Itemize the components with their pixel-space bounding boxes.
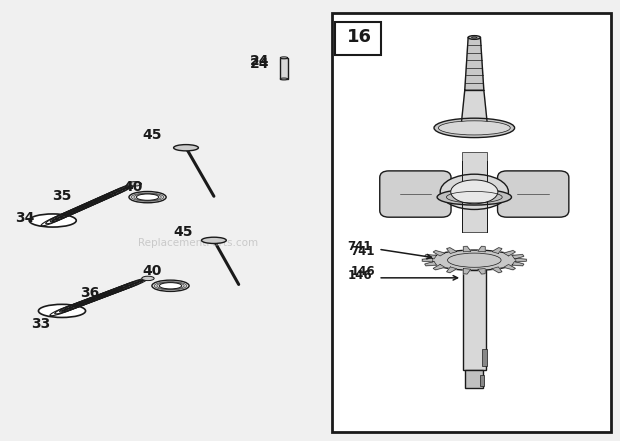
Polygon shape bbox=[463, 247, 471, 252]
Bar bbox=[332, 13, 611, 432]
Ellipse shape bbox=[451, 180, 498, 204]
Text: 33: 33 bbox=[30, 317, 50, 331]
Ellipse shape bbox=[437, 189, 511, 205]
Ellipse shape bbox=[280, 57, 288, 59]
Ellipse shape bbox=[129, 182, 141, 186]
Bar bbox=[480, 375, 484, 386]
Text: ReplacementParts.com: ReplacementParts.com bbox=[138, 238, 259, 247]
Ellipse shape bbox=[136, 194, 159, 200]
Text: 146: 146 bbox=[347, 269, 372, 282]
Polygon shape bbox=[461, 90, 488, 130]
FancyBboxPatch shape bbox=[379, 171, 451, 217]
Text: 146: 146 bbox=[350, 265, 375, 278]
Ellipse shape bbox=[468, 36, 481, 39]
Bar bbox=[466, 370, 483, 388]
Ellipse shape bbox=[152, 280, 189, 292]
Polygon shape bbox=[478, 247, 485, 252]
Polygon shape bbox=[503, 250, 515, 256]
Polygon shape bbox=[446, 248, 457, 254]
Text: 45: 45 bbox=[173, 224, 193, 239]
Text: 16: 16 bbox=[347, 29, 372, 46]
Polygon shape bbox=[512, 262, 524, 266]
Polygon shape bbox=[422, 258, 433, 262]
Text: 24: 24 bbox=[249, 57, 269, 71]
Polygon shape bbox=[463, 269, 471, 274]
Text: 741: 741 bbox=[347, 240, 372, 254]
Polygon shape bbox=[492, 248, 502, 254]
Ellipse shape bbox=[280, 78, 288, 80]
Polygon shape bbox=[433, 250, 445, 256]
Ellipse shape bbox=[142, 276, 154, 280]
Polygon shape bbox=[446, 267, 457, 273]
Polygon shape bbox=[516, 258, 526, 262]
Text: 34: 34 bbox=[15, 211, 35, 225]
Polygon shape bbox=[425, 262, 436, 266]
Polygon shape bbox=[465, 37, 484, 90]
Ellipse shape bbox=[38, 304, 86, 318]
Ellipse shape bbox=[430, 250, 519, 270]
Ellipse shape bbox=[438, 121, 510, 135]
Text: 40: 40 bbox=[123, 180, 143, 194]
Polygon shape bbox=[478, 269, 485, 274]
Polygon shape bbox=[503, 265, 515, 270]
Ellipse shape bbox=[472, 37, 477, 38]
Ellipse shape bbox=[434, 118, 515, 138]
Text: 45: 45 bbox=[142, 127, 162, 142]
Text: 40: 40 bbox=[142, 264, 162, 278]
Bar bbox=[280, 58, 288, 79]
Polygon shape bbox=[492, 267, 502, 273]
Text: 35: 35 bbox=[52, 189, 72, 203]
Ellipse shape bbox=[129, 191, 166, 203]
Text: 24: 24 bbox=[249, 54, 269, 68]
Text: 741: 741 bbox=[350, 245, 375, 258]
Ellipse shape bbox=[174, 145, 198, 151]
Polygon shape bbox=[512, 254, 524, 259]
Ellipse shape bbox=[29, 214, 76, 227]
Polygon shape bbox=[433, 265, 445, 270]
Bar bbox=[482, 349, 487, 366]
Bar bbox=[463, 270, 486, 370]
Ellipse shape bbox=[440, 174, 508, 209]
Bar bbox=[335, 22, 381, 55]
Text: 36: 36 bbox=[80, 286, 100, 300]
Polygon shape bbox=[425, 254, 436, 259]
Ellipse shape bbox=[202, 237, 226, 243]
FancyBboxPatch shape bbox=[497, 171, 569, 217]
Bar bbox=[462, 152, 487, 232]
Ellipse shape bbox=[159, 283, 182, 289]
